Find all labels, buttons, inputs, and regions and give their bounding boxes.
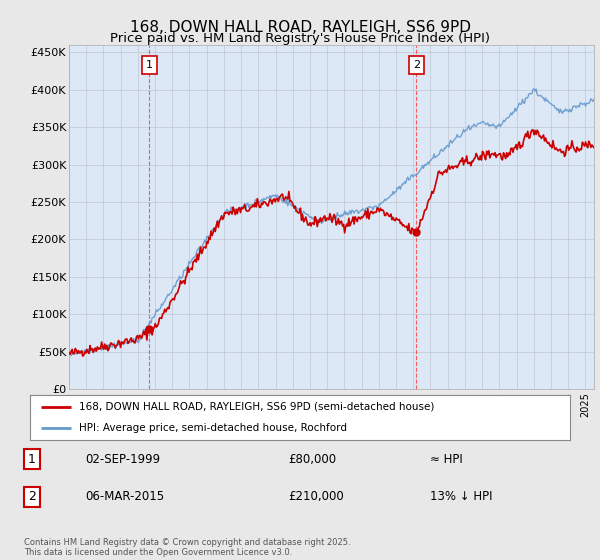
Text: 02-SEP-1999: 02-SEP-1999 <box>86 452 161 465</box>
Text: 13% ↓ HPI: 13% ↓ HPI <box>430 491 492 503</box>
Text: 2: 2 <box>413 60 420 70</box>
Text: Contains HM Land Registry data © Crown copyright and database right 2025.
This d: Contains HM Land Registry data © Crown c… <box>24 538 350 557</box>
Text: 06-MAR-2015: 06-MAR-2015 <box>86 491 165 503</box>
Text: 1: 1 <box>146 60 153 70</box>
Text: £80,000: £80,000 <box>289 452 337 465</box>
Text: £210,000: £210,000 <box>289 491 344 503</box>
Text: 168, DOWN HALL ROAD, RAYLEIGH, SS6 9PD (semi-detached house): 168, DOWN HALL ROAD, RAYLEIGH, SS6 9PD (… <box>79 402 434 412</box>
Text: Price paid vs. HM Land Registry's House Price Index (HPI): Price paid vs. HM Land Registry's House … <box>110 32 490 45</box>
Text: 1: 1 <box>28 452 36 465</box>
Text: 2: 2 <box>28 491 36 503</box>
Text: ≈ HPI: ≈ HPI <box>430 452 463 465</box>
Text: HPI: Average price, semi-detached house, Rochford: HPI: Average price, semi-detached house,… <box>79 422 347 432</box>
Text: 168, DOWN HALL ROAD, RAYLEIGH, SS6 9PD: 168, DOWN HALL ROAD, RAYLEIGH, SS6 9PD <box>130 20 470 35</box>
